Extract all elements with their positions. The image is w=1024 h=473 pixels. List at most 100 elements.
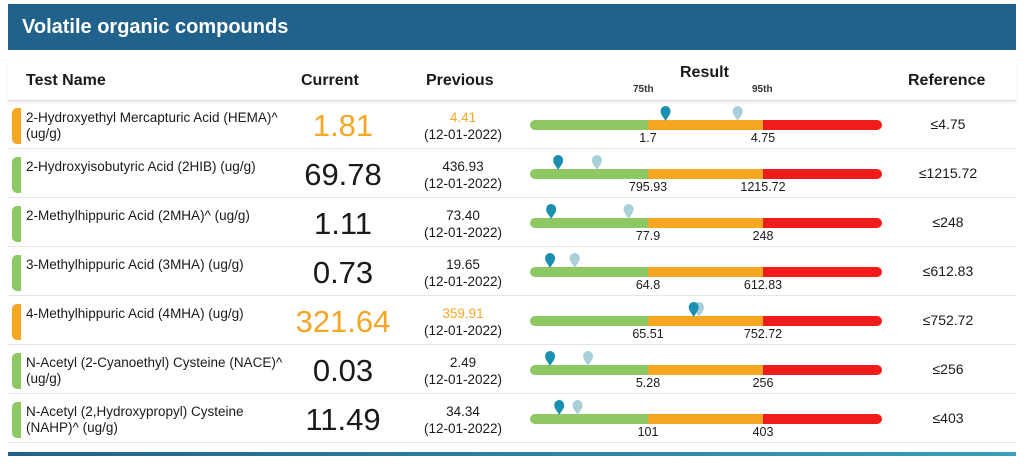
gauge-red-segment-join (763, 365, 773, 375)
status-flag (12, 353, 21, 389)
header-previous: Previous (426, 72, 494, 89)
current-value: 321.64 (295, 304, 391, 339)
status-flag (12, 402, 21, 438)
threshold-75th-label: 64.8 (635, 278, 661, 292)
header-current: Current (301, 72, 359, 89)
current-marker-icon (688, 302, 699, 317)
gauge-orange-segment (648, 169, 763, 179)
status-flag (12, 157, 21, 193)
result-gauge: 795.93 1215.72 (530, 153, 882, 197)
threshold-75th-label: 101 (637, 425, 659, 439)
gauge-red-segment-join (763, 267, 773, 277)
reference-value: ≤752.72 (922, 312, 974, 328)
gauge-orange-segment (648, 120, 763, 130)
test-name: 3-Methylhippuric Acid (3MHA) (ug/g) (26, 257, 244, 272)
voc-panel: Volatile organic compounds Test Name Cur… (8, 4, 1016, 466)
current-marker-icon (546, 204, 557, 219)
table-row[interactable]: N-Acetyl (2-Cyanoethyl) Cysteine (NACE)^… (8, 349, 1016, 394)
gauge-red-segment (763, 169, 882, 179)
previous-marker-icon (591, 154, 602, 170)
gauge-orange-segment (648, 218, 763, 228)
table-row[interactable]: 2-Hydroxyisobutyric Acid (2HIB) (ug/g) 69… (8, 153, 1016, 198)
test-name: N-Acetyl (2-Cyanoethyl) Cysteine (NACE)^… (26, 355, 283, 386)
gauge-orange-segment (648, 414, 763, 424)
table-row[interactable]: 2-Methylhippuric Acid (2MHA)^ (ug/g) 1.11… (8, 202, 1016, 247)
gauge-green-segment (530, 316, 653, 326)
table-row[interactable]: 4-Methylhippuric Acid (4MHA) (ug/g) 321.6… (8, 300, 1016, 345)
previous-marker-icon (569, 253, 580, 268)
gauge-green-segment (530, 414, 653, 424)
table-row[interactable]: 2-Hydroxyethyl Mercapturic Acid (HEMA)^ … (8, 104, 1016, 149)
status-flag (12, 206, 21, 242)
threshold-95th-label: 1215.72 (740, 180, 786, 194)
previous-marker-icon (572, 400, 583, 415)
status-flag (12, 108, 21, 144)
result-gauge: 77.9 248 (530, 202, 882, 246)
previous-value: 359.91 (442, 306, 484, 321)
gauge-svg (530, 400, 882, 424)
previous-date: (12-01-2022) (423, 127, 503, 142)
gauge-svg (530, 252, 882, 277)
gauge-svg (530, 106, 882, 130)
previous-value: 4.41 (449, 110, 477, 125)
result-gauge: 65.51 752.72 (530, 300, 882, 344)
table-row[interactable]: 3-Methylhippuric Acid (3MHA) (ug/g) 0.73 1… (8, 251, 1016, 296)
bottom-divider (8, 452, 1016, 456)
table-header: Test Name Current Previous Result 75th 9… (8, 60, 1016, 101)
reference-value: ≤403 (932, 410, 964, 426)
header-95th-percentile: 95th (752, 84, 773, 95)
current-marker-icon (545, 252, 556, 268)
threshold-95th-label: 403 (752, 425, 774, 439)
gauge-orange-segment (648, 365, 763, 375)
gauge-green-segment (530, 169, 653, 179)
gauge-svg (530, 204, 882, 228)
reference-value: ≤4.75 (930, 116, 966, 132)
test-name: 2-Hydroxyisobutyric Acid (2HIB) (ug/g) (26, 159, 256, 174)
gauge-red-segment-join (763, 169, 773, 179)
current-marker-icon (553, 155, 564, 170)
previous-value: 73.40 (446, 208, 480, 223)
gauge-red-segment (763, 316, 882, 326)
threshold-75th-label: 65.51 (632, 327, 664, 341)
previous-result: 359.91 (12-01-2022) (403, 305, 523, 339)
status-flag (12, 304, 21, 340)
threshold-75th-label: 77.9 (635, 229, 661, 243)
gauge-svg (530, 302, 882, 326)
previous-date: (12-01-2022) (423, 274, 503, 289)
threshold-75th-label: 5.28 (635, 376, 661, 390)
gauge-red-segment (763, 120, 882, 130)
result-gauge: 101 403 (530, 398, 882, 442)
gauge-red-segment-join (763, 414, 773, 424)
previous-result: 436.93 (12-01-2022) (403, 158, 523, 192)
threshold-95th-label: 612.83 (743, 278, 783, 292)
gauge-red-segment-join (763, 120, 773, 130)
gauge-orange-segment (648, 316, 763, 326)
gauge-svg (530, 154, 882, 179)
table-row[interactable]: N-Acetyl (2,Hydroxypropyl) Cysteine (NAH… (8, 398, 1016, 443)
header-result: Result (680, 64, 729, 81)
gauge-red-segment (763, 267, 882, 277)
previous-date: (12-01-2022) (423, 176, 503, 191)
gauge-orange-segment (648, 267, 763, 277)
current-value: 69.78 (304, 157, 382, 192)
current-marker-icon (660, 106, 671, 121)
previous-marker-icon (732, 106, 743, 121)
test-name: 2-Hydroxyethyl Mercapturic Acid (HEMA)^ … (26, 110, 278, 141)
previous-result: 34.34 (12-01-2022) (403, 403, 523, 437)
current-value: 0.73 (312, 255, 374, 290)
table-body: 2-Hydroxyethyl Mercapturic Acid (HEMA)^ … (8, 104, 1016, 447)
result-gauge: 5.28 256 (530, 349, 882, 393)
gauge-green-segment (530, 120, 653, 130)
test-name: 4-Methylhippuric Acid (4MHA) (ug/g) (26, 306, 244, 321)
threshold-95th-label: 752.72 (743, 327, 783, 341)
previous-result: 4.41 (12-01-2022) (403, 109, 523, 143)
header-test-name: Test Name (26, 72, 106, 89)
gauge-red-segment-join (763, 316, 773, 326)
result-gauge: 64.8 612.83 (530, 251, 882, 295)
threshold-95th-label: 256 (752, 376, 774, 390)
current-value: 0.03 (312, 353, 374, 388)
test-name: N-Acetyl (2,Hydroxypropyl) Cysteine (NAH… (26, 404, 244, 435)
current-value: 1.11 (313, 206, 373, 241)
threshold-75th-label: 795.93 (628, 180, 668, 194)
previous-value: 34.34 (446, 404, 480, 419)
